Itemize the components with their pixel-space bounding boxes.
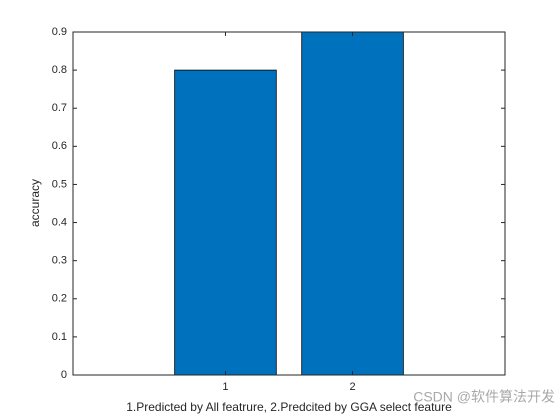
watermark: CSDN @软件算法开发 [413, 389, 555, 405]
y-tick-label: 0.4 [52, 216, 67, 228]
bar [174, 69, 277, 376]
x-tick-label: 2 [349, 381, 355, 393]
x-axis-label: 1.Predicted by All featrure, 2.Predcited… [126, 400, 452, 414]
y-tick-label: 0.6 [52, 140, 67, 152]
y-tick-label: 0.9 [52, 26, 67, 38]
y-tick-label: 0.8 [52, 64, 67, 76]
x-tick-label: 1 [222, 381, 228, 393]
y-tick-label: 0.2 [52, 293, 67, 305]
axes-box [72, 31, 506, 376]
y-tick-label: 0.5 [52, 178, 67, 190]
y-tick-label: 0.3 [52, 255, 67, 267]
y-axis-label: accuracy [28, 179, 42, 227]
y-tick-label: 0.1 [52, 331, 67, 343]
bar [301, 31, 404, 376]
y-tick-label: 0.7 [52, 102, 67, 114]
y-tick-label: 0 [61, 369, 67, 381]
